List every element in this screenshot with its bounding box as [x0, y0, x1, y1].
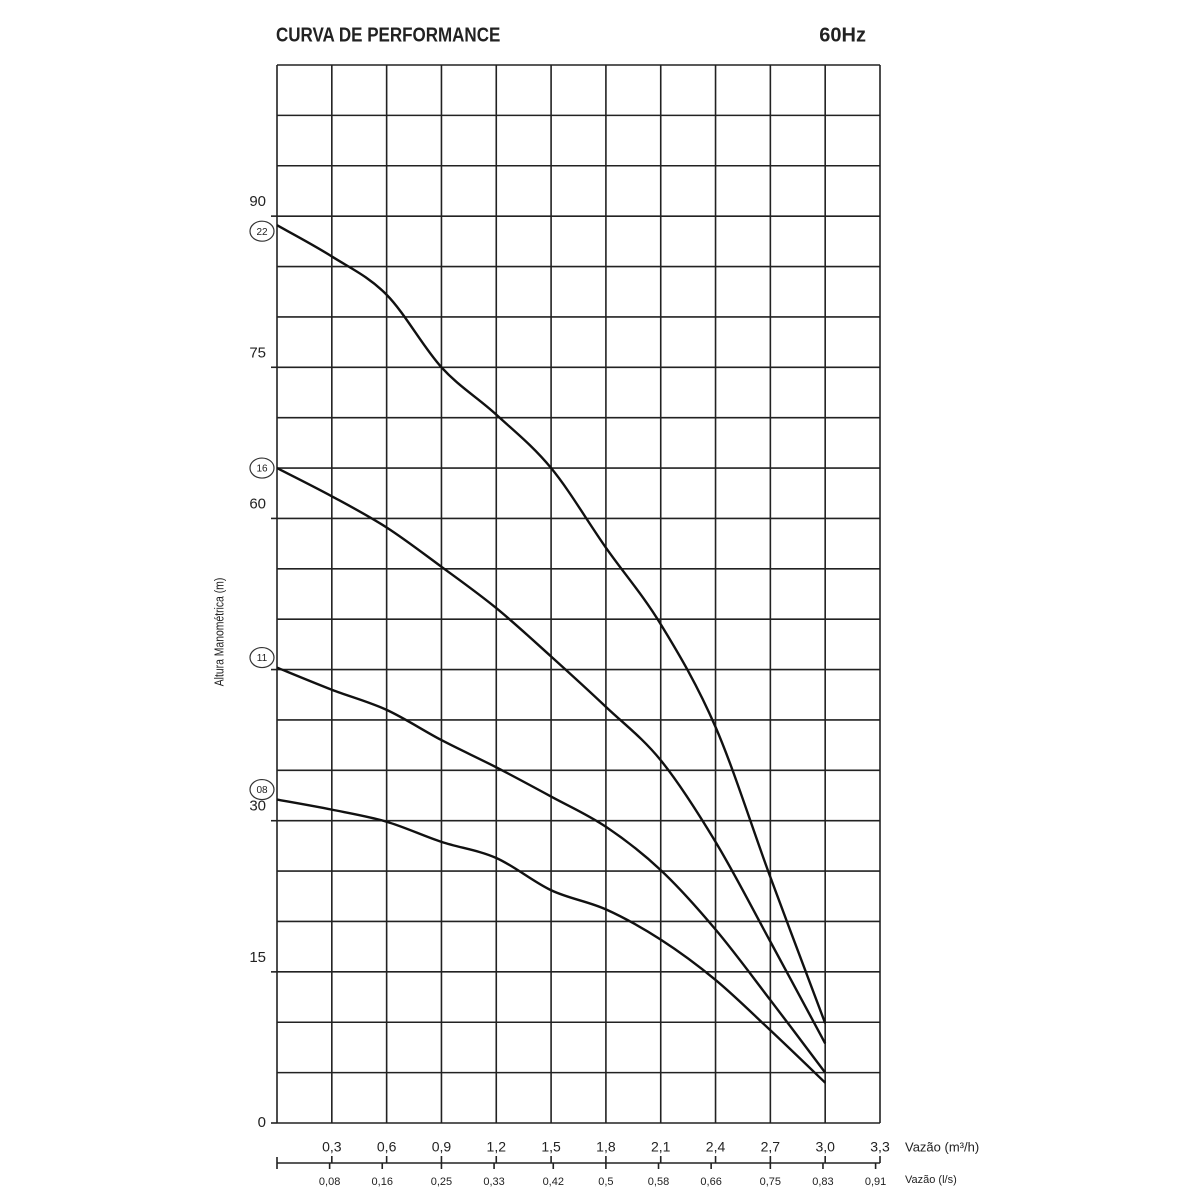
legend-label: 16	[256, 464, 268, 475]
y-tick-label: 75	[249, 344, 266, 361]
y-axis-label: Altura Manométrica (m)	[212, 578, 226, 687]
legend-marker	[249, 778, 275, 801]
series-line	[276, 466, 827, 1044]
x2-tick-label: 0,08	[319, 1176, 340, 1188]
x2-tick-label: 0,25	[431, 1176, 452, 1188]
x-axis-label: Vazão (m³/h)	[905, 1139, 979, 1154]
legend-label: 08	[256, 785, 268, 796]
x2-tick-label: 0,75	[760, 1176, 781, 1188]
y-tick-label: 0	[258, 1114, 266, 1131]
x-tick-label: 2,1	[651, 1139, 671, 1155]
x2-tick-label: 0,58	[648, 1176, 669, 1188]
x-tick-label: 2,7	[761, 1139, 781, 1155]
series-line	[276, 666, 827, 1074]
x-tick-label: 3,3	[870, 1139, 890, 1155]
chart-title: CURVA DE PERFORMANCE	[276, 23, 500, 46]
x-tick-label: 2,4	[706, 1139, 726, 1155]
y-tick-label: 30	[249, 798, 266, 815]
x-tick-label: 1,2	[487, 1139, 507, 1155]
legend-marker	[249, 646, 275, 669]
series-line	[276, 798, 827, 1084]
series-line	[276, 224, 827, 1024]
x-tick-label: 0,6	[377, 1139, 397, 1155]
x2-axis-label: Vazão (l/s)	[905, 1174, 957, 1186]
x-tick-label: 1,5	[541, 1139, 561, 1155]
x-tick-label: 3,0	[815, 1139, 835, 1155]
x2-tick-label: 0,42	[543, 1176, 564, 1188]
x2-tick-label: 0,5	[598, 1176, 613, 1188]
x-tick-label: 0,9	[432, 1139, 452, 1155]
x2-tick-label: 0,83	[812, 1176, 833, 1188]
y-tick-label: 60	[249, 495, 266, 512]
chart-subtitle: 60Hz	[819, 24, 866, 46]
x-tick-label: 0,3	[322, 1139, 342, 1155]
x2-tick-label: 0,66	[700, 1176, 721, 1188]
x2-tick-label: 0,91	[865, 1176, 886, 1188]
legend-label: 11	[257, 653, 268, 664]
legend-marker	[249, 220, 275, 242]
x2-tick-label: 0,33	[483, 1176, 504, 1188]
y-tick-label: 90	[249, 193, 266, 210]
x2-tick-label: 0,16	[372, 1176, 393, 1188]
legend-marker	[249, 457, 275, 479]
legend-label: 22	[256, 227, 268, 238]
y-tick-label: 15	[249, 949, 266, 966]
x-tick-label: 1,8	[596, 1139, 616, 1155]
